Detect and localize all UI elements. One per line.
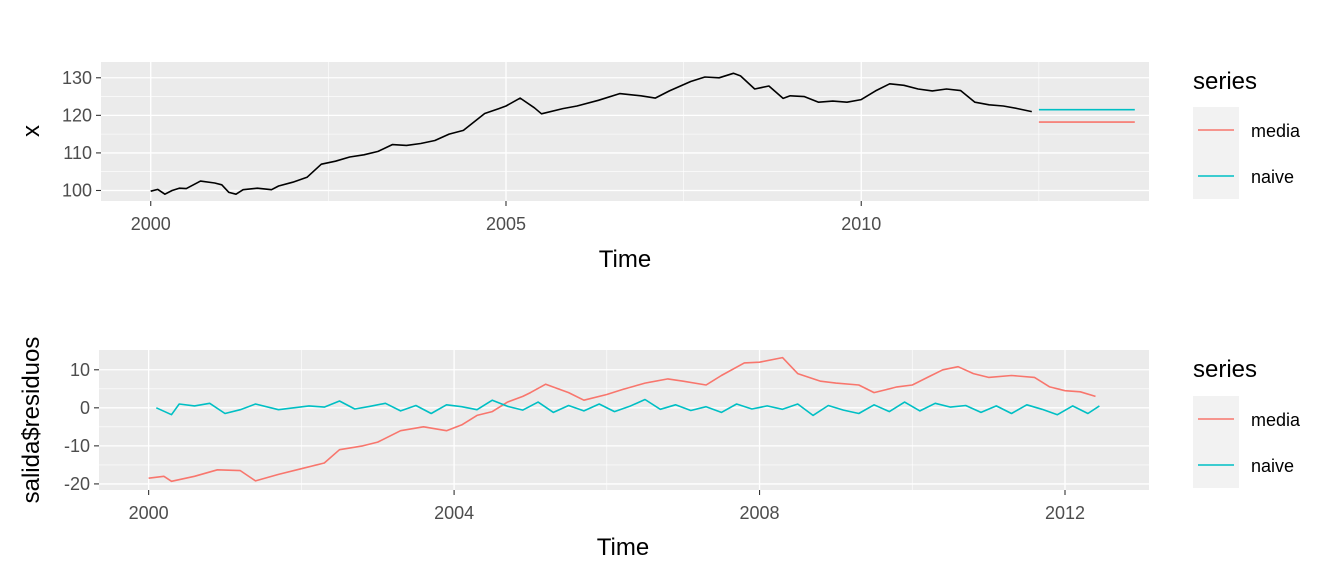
top-series-lines [150, 72, 1135, 195]
bottom-y-tick-label: 10 [70, 360, 90, 380]
bottom-series-line-naive [155, 398, 1100, 417]
bottom-x-tick-label: 2012 [1045, 503, 1085, 523]
top-gridlines [96, 62, 1149, 206]
top-x-ticks: 2000 2005 2010 [131, 214, 882, 234]
bottom-panel-background [99, 350, 1149, 490]
top-y-tick-label: 100 [62, 180, 92, 200]
top-series-line-observed [150, 72, 1032, 195]
top-legend-title: series [1193, 68, 1257, 95]
bottom-series-line-media [148, 356, 1096, 483]
top-x-axis-title: Time [599, 246, 651, 273]
top-x-tick-label: 2005 [486, 214, 526, 234]
bottom-series-lines [148, 356, 1100, 483]
top-legend: series media naive [1193, 68, 1301, 199]
bottom-y-tick-label: -10 [64, 436, 90, 456]
top-y-ticks: 100 110 120 130 [62, 68, 92, 201]
bottom-legend-label-naive: naive [1251, 456, 1294, 476]
bottom-x-ticks: 2000 2004 2008 2012 [129, 503, 1085, 523]
top-chart: 100 110 120 130 2000 2005 2010 Time x se… [18, 62, 1301, 273]
top-y-tick-label: 120 [62, 105, 92, 125]
top-legend-label-naive: naive [1251, 167, 1294, 187]
top-y-tick-label: 130 [62, 68, 92, 88]
top-x-tick-label: 2000 [131, 214, 171, 234]
bottom-x-tick-label: 2008 [740, 503, 780, 523]
top-x-tick-label: 2010 [841, 214, 881, 234]
bottom-legend-label-media: media [1251, 410, 1301, 430]
bottom-legend: series media naive [1193, 356, 1301, 488]
bottom-x-tick-label: 2004 [434, 503, 474, 523]
top-panel-background [101, 62, 1149, 201]
top-y-axis-title: x [18, 125, 45, 137]
bottom-chart: -20 -10 0 10 2000 2004 2008 2012 Time sa… [18, 337, 1301, 561]
bottom-y-tick-label: 0 [80, 398, 90, 418]
bottom-y-tick-label: -20 [64, 474, 90, 494]
bottom-x-axis-title: Time [597, 534, 649, 561]
bottom-x-tick-label: 2000 [129, 503, 169, 523]
top-y-tick-label: 110 [63, 143, 92, 163]
bottom-y-axis-title: salida$residuos [18, 337, 45, 504]
bottom-legend-title: series [1193, 356, 1257, 383]
bottom-y-ticks: -20 -10 0 10 [64, 360, 90, 494]
top-legend-label-media: media [1251, 121, 1301, 141]
